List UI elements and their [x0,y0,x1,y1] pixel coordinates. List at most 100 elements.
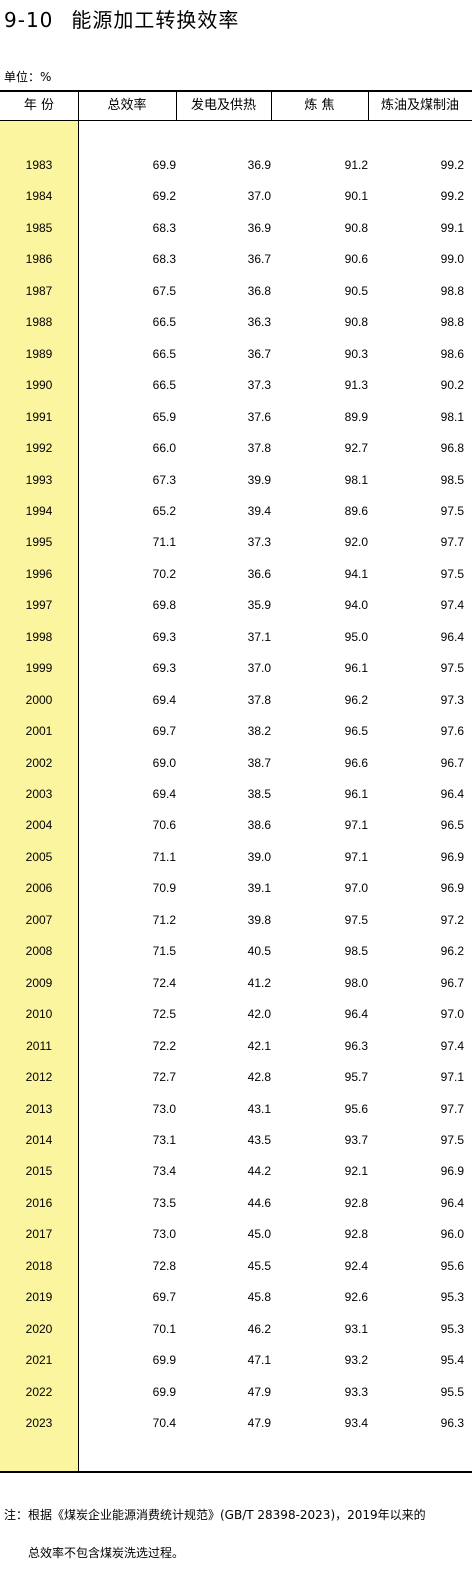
power-heat-cell: 39.1 [247,881,271,896]
year-cell: 1985 [25,220,53,235]
total-efficiency-cell: 72.2 [152,1038,176,1053]
coking-cell: 93.7 [344,1132,368,1147]
total-efficiency-cell: 73.0 [152,1227,176,1242]
year-cell: 2005 [25,849,53,864]
year-cell: 2013 [25,1101,53,1116]
table-row: 1994 65.2 39.4 89.6 97.5 [0,496,472,527]
total-efficiency-cell: 71.5 [152,944,176,959]
coking-cell: 93.4 [344,1416,368,1430]
header-coking: 炼 焦 [304,98,335,113]
year-cell: 2018 [25,1258,53,1273]
power-heat-cell: 39.4 [247,503,271,518]
table-row: 2019 69.7 45.8 92.6 95.3 [0,1282,472,1313]
total-efficiency-cell: 70.1 [152,1321,176,1336]
year-column-divider [78,92,79,1471]
refining-cell: 98.1 [440,409,464,424]
data-table: 年 份 总效率 发电及供热 炼 焦 炼油及煤制油 1983 69.9 36.9 91.… [0,90,472,1473]
refining-cell: 96.7 [440,975,464,990]
total-efficiency-cell: 70.9 [152,881,176,896]
refining-cell: 96.4 [440,787,464,801]
total-efficiency-cell: 72.8 [152,1258,176,1273]
table-row: 1992 66.0 37.8 92.7 96.8 [0,433,472,464]
coking-cell: 92.4 [344,1258,368,1273]
year-cell: 1995 [25,535,53,550]
coking-cell: 89.6 [344,503,368,518]
power-heat-cell: 36.6 [247,566,271,581]
power-heat-cell: 37.0 [247,661,271,676]
year-cell: 2009 [25,975,53,990]
refining-cell: 97.2 [440,912,464,927]
header-divider [176,92,177,121]
coking-cell: 95.6 [344,1101,368,1116]
year-cell: 2022 [25,1384,53,1399]
year-cell: 1987 [25,283,53,298]
coking-cell: 96.6 [344,755,368,770]
year-cell: 2019 [25,1290,53,1305]
year-cell: 2012 [25,1070,53,1085]
coking-cell: 93.1 [344,1321,368,1336]
refining-cell: 98.6 [440,346,464,361]
year-cell: 2007 [25,912,53,927]
table-row: 2023 70.4 47.9 93.4 96.3 [0,1408,472,1439]
refining-cell: 97.5 [440,1132,464,1147]
coking-cell: 92.1 [344,1164,368,1179]
power-heat-cell: 37.8 [247,692,271,707]
year-cell: 1999 [25,661,53,676]
table-row: 1991 65.9 37.6 89.9 98.1 [0,402,472,433]
year-cell: 2010 [25,1007,53,1022]
power-heat-cell: 37.1 [247,629,271,644]
refining-cell: 96.4 [440,1195,464,1210]
total-efficiency-cell: 66.0 [152,441,176,456]
power-heat-cell: 43.5 [247,1132,271,1147]
table-row: 2005 71.1 39.0 97.1 96.9 [0,842,472,873]
year-cell: 1990 [25,378,53,393]
footnote-line: 注：根据《煤炭企业能源消费统计规范》(GB/T 28398-2023)，2019… [4,1508,426,1522]
coking-cell: 92.7 [344,441,368,456]
power-heat-cell: 44.6 [247,1195,271,1210]
power-heat-cell: 45.0 [247,1227,271,1242]
table-row: 1999 69.3 37.0 96.1 97.5 [0,653,472,684]
table-header: 年 份 总效率 发电及供热 炼 焦 炼油及煤制油 [0,92,472,121]
total-efficiency-cell: 73.1 [152,1132,176,1147]
year-cell: 1989 [25,346,53,361]
refining-cell: 95.3 [440,1290,464,1305]
coking-cell: 98.1 [344,472,368,487]
total-efficiency-cell: 71.1 [152,849,176,864]
year-cell: 1993 [25,472,53,487]
coking-cell: 93.3 [344,1384,368,1399]
coking-cell: 96.3 [344,1038,368,1053]
table-number: 9-10 [4,8,54,32]
year-cell: 2003 [25,787,53,801]
total-efficiency-cell: 71.2 [152,912,176,927]
refining-cell: 95.5 [440,1384,464,1399]
table-row: 2018 72.8 45.5 92.4 95.6 [0,1251,472,1282]
table-row: 2001 69.7 38.2 96.5 97.6 [0,716,472,747]
year-cell: 2023 [25,1416,53,1430]
year-cell: 1988 [25,315,53,330]
year-cell: 2016 [25,1195,53,1210]
total-efficiency-cell: 73.5 [152,1195,176,1210]
refining-cell: 95.3 [440,1321,464,1336]
table-row: 1987 67.5 36.8 90.5 98.8 [0,276,472,307]
power-heat-cell: 39.9 [247,472,271,487]
table-row: 1993 67.3 39.9 98.1 98.5 [0,465,472,496]
total-efficiency-cell: 72.4 [152,975,176,990]
table-row: 2003 69.4 38.5 96.1 96.4 [0,779,472,810]
footnote-line: 总效率不包含煤炭洗选过程。 [4,1546,185,1560]
power-heat-cell: 47.9 [247,1384,271,1399]
power-heat-cell: 45.5 [247,1258,271,1273]
power-heat-cell: 38.2 [247,724,271,739]
page-title: 9-10 能源加工转换效率 [4,4,239,33]
total-efficiency-cell: 65.2 [152,503,176,518]
total-efficiency-cell: 69.7 [152,724,176,739]
table-row: 1988 66.5 36.3 90.8 98.8 [0,307,472,338]
table-row: 1985 68.3 36.9 90.8 99.1 [0,213,472,244]
refining-cell: 97.3 [440,692,464,707]
total-efficiency-cell: 73.4 [152,1164,176,1179]
coking-cell: 96.1 [344,661,368,676]
year-cell: 2002 [25,755,53,770]
coking-cell: 96.4 [344,1007,368,1022]
refining-cell: 97.6 [440,724,464,739]
total-efficiency-cell: 67.3 [152,472,176,487]
year-cell: 2015 [25,1164,53,1179]
